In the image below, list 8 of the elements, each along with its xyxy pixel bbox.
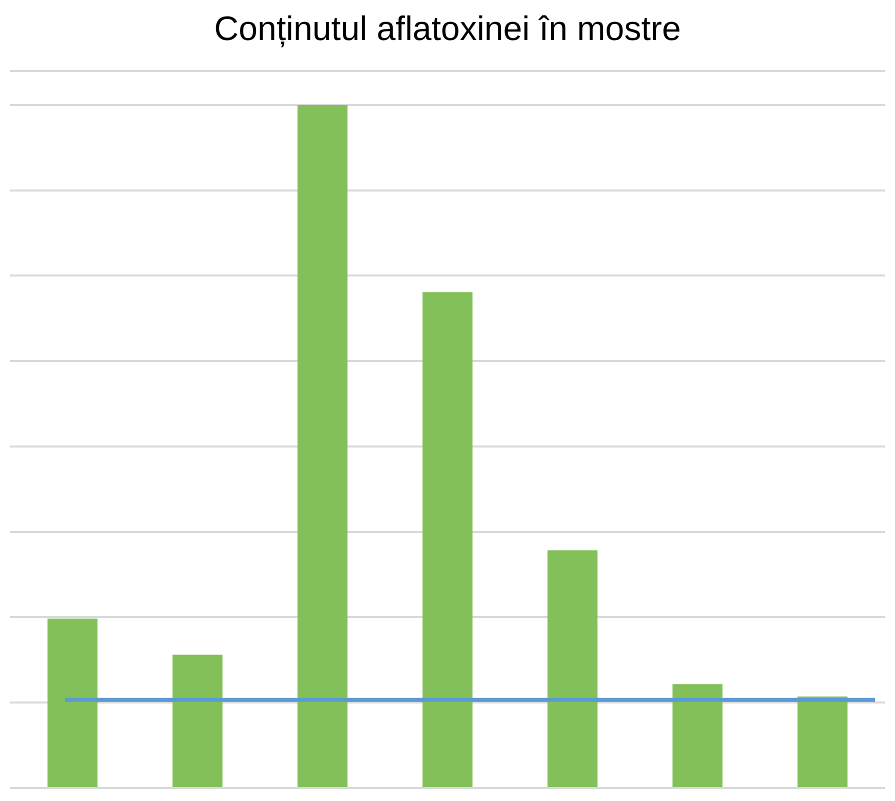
chart-title: Conținutul aflatoxinei în mostre <box>214 10 681 48</box>
bar <box>48 618 98 787</box>
bar <box>798 696 848 787</box>
bar <box>422 292 472 787</box>
bar <box>548 550 598 787</box>
bar <box>172 654 222 787</box>
bar <box>672 684 722 787</box>
bar <box>298 104 348 787</box>
